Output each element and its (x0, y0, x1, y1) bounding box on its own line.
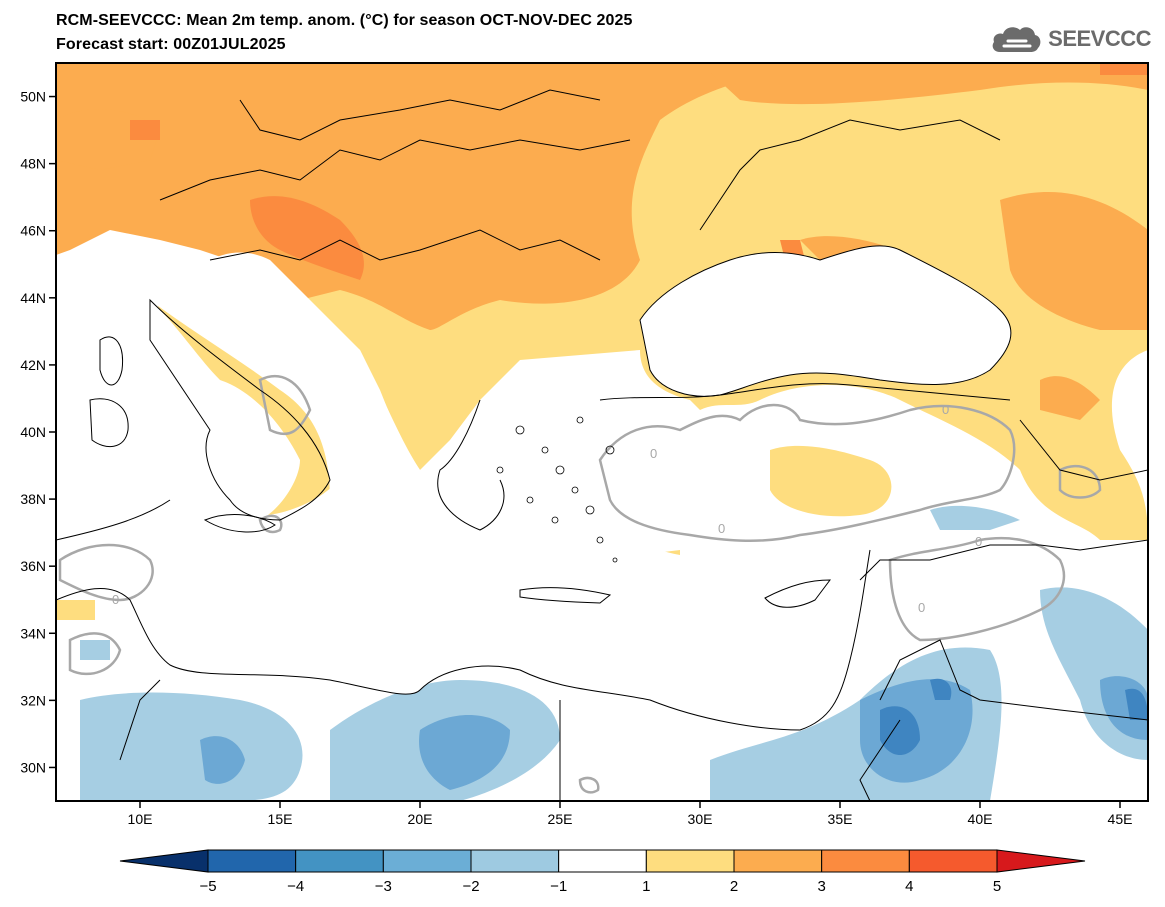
logo-text: SEEVCCC (1048, 26, 1151, 51)
colorbar-swatch (558, 849, 647, 873)
colorbar-tick-label: −1 (550, 878, 567, 895)
lat-tick-label: 38N (20, 491, 46, 507)
colorbar-tick-label: −3 (375, 878, 392, 895)
lon-tick-label: 35E (828, 811, 853, 827)
contour-label: 0 (918, 600, 925, 615)
lon-tick-label: 15E (268, 811, 293, 827)
coastlines-and-borders (56, 89, 1148, 801)
longitude-axis: 10E 15E 20E 25E 30E 35E 40E 45E (128, 801, 1133, 827)
lon-tick-label: 40E (968, 811, 993, 827)
lon-tick-label: 45E (1108, 811, 1133, 827)
lat-tick-label: 48N (20, 156, 46, 172)
forecast-start: Forecast start: 00Z01JUL2025 (56, 36, 286, 53)
colorbar-tick-label: 5 (993, 878, 1001, 895)
zero-contours (58, 375, 1102, 794)
contour-label: 0 (942, 402, 949, 417)
anomaly-m3-m4-field (880, 678, 1148, 755)
colorbar-swatch (733, 849, 823, 873)
contour-label: 0 (718, 521, 725, 536)
colorbar-tick-label: 4 (905, 878, 913, 895)
colorbar-tick-label: 1 (642, 878, 650, 895)
colorbar-swatch (908, 849, 998, 873)
contour-labels: 0 0 0 0 0 0 (112, 402, 982, 615)
colorbar-tick-label: 2 (730, 878, 738, 895)
latitude-axis: 50N 48N 46N 44N 42N 40N 38N 36N 34N 32N 30N (20, 89, 56, 775)
colorbar-max-triangle (996, 849, 1086, 873)
lon-tick-label: 25E (548, 811, 573, 827)
map-plot-area: 0 0 0 0 0 0 (56, 63, 1148, 801)
contour-label: 0 (650, 446, 657, 461)
lon-tick-label: 30E (688, 811, 713, 827)
colorbar-swatch (382, 849, 472, 873)
colorbar-swatch (207, 849, 297, 873)
contour-label: 0 (112, 592, 119, 607)
lon-tick-label: 20E (408, 811, 433, 827)
colorbar-min-triangle (119, 849, 209, 873)
colorbar-swatch (645, 849, 735, 873)
colorbar-tick-label: −5 (199, 878, 216, 895)
lat-tick-label: 30N (20, 759, 46, 775)
map-title: RCM-SEEVCCC: Mean 2m temp. anom. (°C) fo… (56, 12, 633, 29)
colorbar-swatch (470, 849, 560, 873)
colorbar: −5 −4 −3 −2 −1 1 2 3 4 5 (119, 849, 1086, 895)
lat-tick-label: 40N (20, 424, 46, 440)
lat-tick-label: 50N (20, 89, 46, 105)
seas (56, 245, 1011, 730)
colorbar-tick-label: −2 (462, 878, 479, 895)
lat-tick-label: 44N (20, 290, 46, 306)
cloud-logo-icon (992, 27, 1041, 52)
lon-tick-label: 10E (128, 811, 153, 827)
aegean-islands (496, 416, 618, 563)
lat-tick-label: 42N (20, 357, 46, 373)
contour-label: 0 (975, 534, 982, 549)
colorbar-tick-label: 3 (817, 878, 825, 895)
colorbar-swatch (821, 849, 910, 873)
lat-tick-label: 34N (20, 625, 46, 641)
colorbar-swatch (295, 849, 384, 873)
lat-tick-label: 46N (20, 223, 46, 239)
seevccc-logo: SEEVCCC (990, 22, 1151, 56)
colorbar-tick-label: −4 (287, 878, 304, 895)
lat-tick-label: 32N (20, 692, 46, 708)
lat-tick-label: 36N (20, 558, 46, 574)
